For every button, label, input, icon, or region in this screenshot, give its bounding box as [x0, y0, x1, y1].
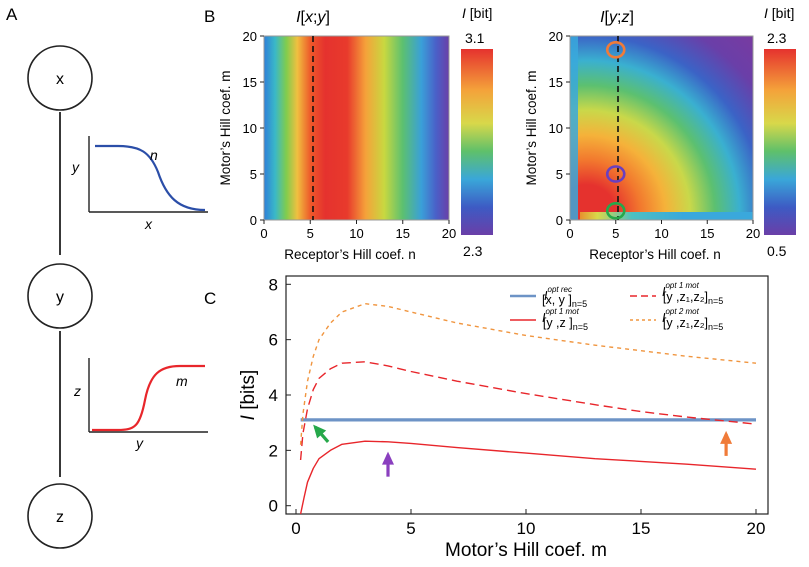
heatmap-yz-colorbar-max: 2.3	[767, 30, 787, 46]
legend-entry-yz: Iopt 1 mot [y ,z ]n=5	[510, 307, 588, 332]
legend-entry-yz1z2-2: Iopt 2 mot [y ,z₁,z₂]n=5	[630, 307, 723, 332]
series-yz1z2_1	[299, 361, 757, 461]
heatmap-yz-xtick-label: 0	[566, 226, 573, 241]
arrow-3-head	[720, 430, 733, 444]
heatmap-xy-xtick-label: 0	[260, 226, 267, 241]
inset-motor-xlabel: y	[135, 435, 144, 451]
network-diagram: x y z y x n z y m	[27, 45, 208, 549]
panel-label-a: A	[6, 5, 18, 24]
heatmap-xy-colorbar-title: I [bit]	[462, 5, 492, 21]
heatmap-yz-ytick-label: 10	[549, 121, 563, 136]
heatmap-yz-marker-2	[605, 165, 626, 183]
line-chart-xlabel: Motor’s Hill coef. m	[445, 540, 607, 561]
node-x-label: x	[56, 71, 64, 88]
heatmap-yz-colorbar	[764, 49, 796, 235]
line-chart-ytick-label: 6	[269, 331, 278, 350]
heatmap-yz-ytick-label: 0	[556, 213, 563, 228]
panel-label-c: C	[204, 289, 216, 308]
heatmap-xy-ytick-label: 5	[250, 167, 257, 182]
inset-motor: z y m	[73, 358, 208, 451]
svg-text:Iopt rec[x, y ]n=5: Iopt rec [x, y ]n=5	[542, 285, 587, 309]
heatmap-xy-ytick-label: 10	[243, 121, 257, 136]
legend-entry-yz1z2-1: Iopt 1 mot [y ,z₁,z₂]n=5	[630, 281, 723, 306]
line-chart-xtick-label: 20	[747, 519, 766, 538]
heatmap-xy-ylabel: Motor’s Hill coef. m	[218, 70, 233, 185]
line-chart-xtick-label: 5	[406, 519, 415, 538]
inset-receptor-ylabel: y	[71, 159, 80, 175]
heatmap-yz-xtick-label: 5	[612, 226, 619, 241]
heatmap-yz-ytick-label: 5	[556, 167, 563, 182]
heatmap-yz-xtick-label: 10	[654, 226, 668, 241]
heatmap-xy-ytick-label: 15	[243, 75, 257, 90]
legend-entry-xy: Iopt rec [x, y ]n=5	[510, 285, 587, 309]
inset-motor-curve-label: m	[176, 373, 188, 389]
heatmap-yz-bottom-band	[580, 212, 753, 220]
inset-receptor-curve	[95, 144, 206, 212]
heatmap-xy-ytick-label: 0	[250, 213, 257, 228]
inset-motor-curve	[92, 364, 205, 432]
heatmap-xy-xlabel: Receptor’s Hill coef. n	[284, 247, 416, 262]
heatmap-xy: I[x;y] Receptor’s Hill coef. n Motor’s H…	[218, 5, 493, 262]
series-yz	[299, 440, 757, 515]
heatmap-yz-ytick-label: 20	[549, 29, 563, 44]
line-chart-ytick-label: 0	[269, 497, 278, 516]
line-chart: 0 5 10 15 20 0 2 4 6 8 Motor’s Hill coef. m I [b…	[238, 275, 769, 561]
line-chart-ytick-label: 8	[269, 275, 278, 294]
heatmap-xy-field	[264, 36, 449, 220]
heatmap-yz-xlabel: Receptor’s Hill coef. n	[589, 247, 721, 262]
line-chart-legend: Iopt rec [x, y ]n=5 Iopt 1 mot [y ,z ]n=5 …	[510, 281, 723, 332]
svg-text:Iopt 1 mot[y ,z₁,z₂]n=5: Iopt 1 mot [y ,z₁,z₂]n=5	[662, 281, 723, 306]
heatmap-xy-title: I[x;y]	[296, 9, 330, 26]
heatmap-xy-ytick-label: 20	[243, 29, 257, 44]
heatmap-xy-colorbar	[461, 49, 493, 235]
node-x	[27, 45, 93, 111]
heatmap-xy-xtick-label: 10	[349, 226, 363, 241]
heatmap-yz-left-band	[570, 36, 578, 220]
heatmap-yz-colorbar-title: I [bit]	[764, 5, 794, 21]
node-z	[27, 483, 93, 549]
series-yz1z2_2	[299, 303, 757, 445]
heatmap-yz-xtick-label: 20	[746, 226, 760, 241]
heatmap-yz-ylabel: Motor’s Hill coef. m	[524, 70, 539, 185]
heatmap-xy-xtick-label: 5	[307, 226, 314, 241]
node-y-label: y	[56, 289, 64, 306]
inset-receptor-curve-label: n	[150, 147, 158, 163]
heatmap-xy-colorbar-min: 2.3	[463, 243, 483, 259]
arrow-1-head	[313, 424, 327, 439]
svg-text:Iopt 2 mot[y ,z₁,z₂]n=5: Iopt 2 mot [y ,z₁,z₂]n=5	[662, 307, 723, 332]
line-chart-ylabel: I [bits]	[238, 370, 259, 421]
node-z-label: z	[56, 509, 64, 526]
heatmap-yz-colorbar-min: 0.5	[767, 243, 787, 259]
heatmap-yz-ytick-label: 15	[549, 75, 563, 90]
panel-label-b: B	[204, 7, 215, 26]
arrow-2-head	[382, 451, 394, 465]
inset-receptor-xlabel: x	[144, 216, 153, 232]
heatmap-xy-xtick-label: 15	[396, 226, 410, 241]
heatmap-yz: I[y;z] Receptor’s Hill coef. n Motor’s H…	[524, 5, 796, 262]
line-chart-ytick-label: 4	[269, 386, 278, 405]
svg-text:Iopt 1 mot[y ,z ]n=5: Iopt 1 mot [y ,z ]n=5	[542, 307, 588, 332]
line-chart-xtick-label: 0	[291, 519, 300, 538]
heatmap-xy-xtick-label: 20	[442, 226, 456, 241]
heatmap-yz-title: I[y;z]	[600, 9, 634, 26]
heatmap-yz-field	[570, 36, 753, 220]
heatmap-yz-marker-1	[605, 40, 626, 59]
inset-receptor: y x n	[71, 136, 208, 232]
heatmap-yz-marker-3	[605, 202, 626, 220]
line-chart-xtick-label: 10	[517, 519, 536, 538]
line-chart-ytick-label: 2	[269, 441, 278, 460]
heatmap-xy-colorbar-max: 3.1	[465, 30, 485, 46]
heatmap-yz-xtick-label: 15	[700, 226, 714, 241]
inset-motor-ylabel: z	[73, 383, 81, 399]
line-chart-xtick-label: 15	[632, 519, 651, 538]
node-y	[27, 263, 93, 329]
